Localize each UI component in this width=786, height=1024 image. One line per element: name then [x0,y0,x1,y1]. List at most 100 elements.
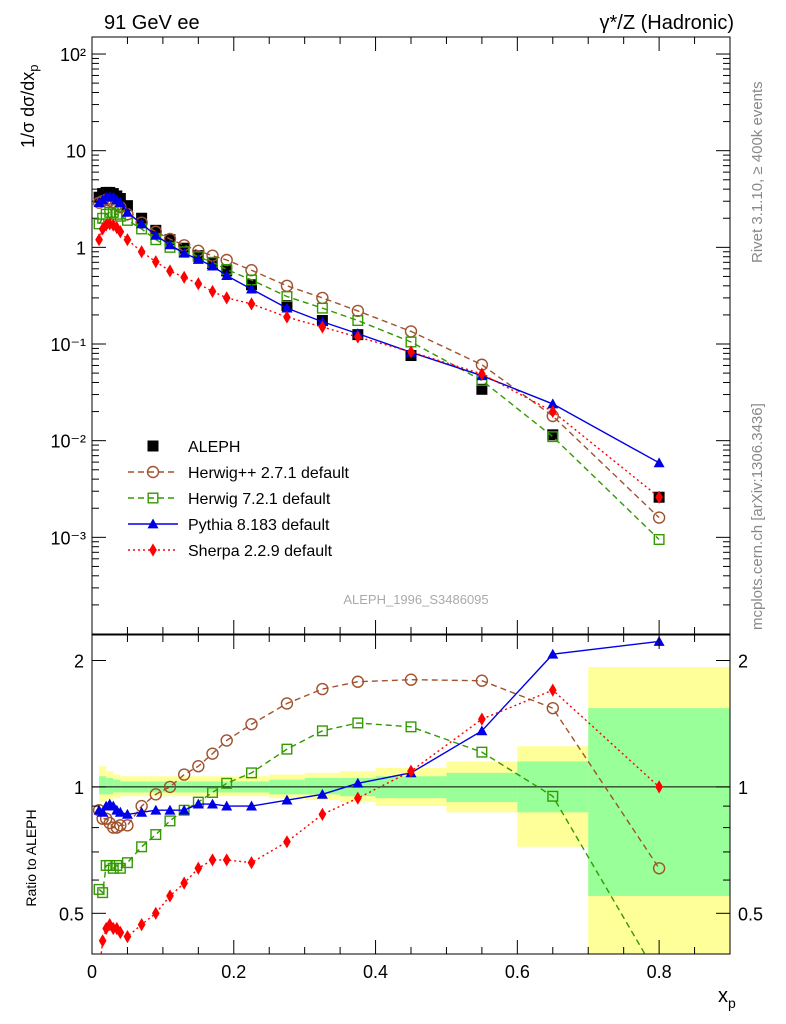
ratio-point-herwig-2-7-1-default [177,768,191,781]
main-line-sherpa-2-2-9-default [98,223,660,498]
ratio-point-pythia-8-183-default [221,800,233,811]
main-point-aleph [547,429,559,441]
ratio-point-sherpa-2-2-9-default [166,889,174,903]
header-right: γ*/Z (Hadronic) [600,12,734,34]
main-point-sherpa-2-2-9-default [655,490,663,504]
main-point-pythia-8-183-default [114,197,126,208]
main-point-herwig-7-2-1-default [352,315,364,327]
ratio-point-herwig-2-7-1-default [404,673,418,686]
ratio-point-sherpa-2-2-9-default [548,683,557,697]
ratio-point-pythia-8-183-default [136,806,148,817]
ratio-uncertainty-bands [99,666,730,954]
ratio-point-pythia-8-183-default [547,648,559,659]
legend-label-sherpa-2-2-9-default: Sherpa 2.2.9 default [188,543,333,560]
main-point-pythia-8-183-default [121,206,133,217]
ratio-point-sherpa-2-2-9-default [123,930,132,944]
ratio-point-herwig-7-2-1-default [352,717,364,729]
x-axis-title: xp [718,985,736,1011]
ratio-point-herwig-7-2-1-default [164,815,176,827]
main-point-pythia-8-183-default [136,218,148,229]
ratio-point-herwig-2-7-1-default [652,862,666,875]
ratio-point-pythia-8-183-default [192,798,204,809]
ratio-point-pythia-8-183-default [207,798,219,809]
ratio-point-sherpa-2-2-9-default [180,876,189,890]
ratio-y-tick-label: 0.5 [59,904,84,924]
main-point-pythia-8-183-default [164,239,176,250]
ratio-point-sherpa-2-2-9-default [112,921,121,936]
main-point-sherpa-2-2-9-default [180,270,189,284]
ratio-point-herwig-7-2-1-default [121,857,133,869]
ratio-point-herwig-2-7-1-default [192,760,205,773]
main-point-herwig-7-2-1-default [316,302,328,314]
main-point-herwig-2-7-1-default [220,253,233,267]
ratio-point-sherpa-2-2-9-default [247,856,256,870]
ratio-point-herwig-2-7-1-default [206,747,219,760]
ratio-point-sherpa-2-2-9-default [655,780,663,794]
main-point-herwig-2-7-1-default [316,291,329,305]
main-point-sherpa-2-2-9-default [222,291,231,305]
ratio-point-herwig-2-7-1-default [121,819,134,832]
legend-label-herwig-7-2-1-default: Herwig 7.2.1 default [188,491,331,508]
legend-marker-pythia-8-183-default [147,518,159,529]
main-point-pythia-8-183-default [653,457,665,468]
ratio-point-herwig-2-7-1-default [220,734,233,747]
ratio-point-herwig-2-7-1-default [316,682,329,696]
ratio-point-herwig-2-7-1-default [351,675,365,688]
ratio-point-sherpa-2-2-9-default [116,925,125,940]
ratio-point-herwig-7-2-1-default [316,725,328,737]
ratio-point-herwig-7-2-1-default [405,721,417,733]
ratio-point-herwig-7-2-1-default [547,790,559,802]
x-tick-label: 0.8 [647,962,672,982]
ratio-panel-data [92,635,666,954]
main-y-tick-label: 10⁻¹ [50,335,86,355]
legend: ALEPH Herwig++ 2.7.1 default Herwig 7.2.1 … [128,439,350,560]
main-point-sherpa-2-2-9-default [151,255,160,269]
ratio-panel-frame [91,634,731,955]
main-panel-frame [91,36,731,635]
rivet-label: Rivet 3.1.10, ≥ 400k events [749,81,766,263]
ratio-point-pythia-8-183-default [316,788,328,799]
x-tick-label: 0.2 [221,962,246,982]
ratio-band-green [588,708,730,896]
x-tick-label: 0 [87,962,97,982]
main-y-tick-label: 10⁻³ [50,528,86,548]
ratio-point-sherpa-2-2-9-default [105,917,114,932]
x-tick-label: 0.6 [505,962,530,982]
ratio-point-herwig-2-7-1-default [475,674,489,687]
main-point-aleph [121,200,133,212]
ratio-point-sherpa-2-2-9-default [318,807,327,822]
ratio-band-green [106,777,114,795]
ratio-point-herwig-2-7-1-default [245,718,258,731]
main-point-sherpa-2-2-9-default [166,264,174,278]
main-point-pythia-8-183-default [246,283,257,294]
main-point-sherpa-2-2-9-default [283,310,291,324]
ratio-y-axis-title: Ratio to ALEPH [23,809,39,906]
analysis-watermark: ALEPH_1996_S3486095 [343,592,488,607]
ratio-point-herwig-7-2-1-default [245,767,257,779]
ratio-point-herwig-7-2-1-default [107,862,119,874]
ratio-point-herwig-7-2-1-default [136,841,148,853]
main-point-herwig-7-2-1-default [653,533,665,545]
ratio-point-herwig-7-2-1-default [221,777,233,789]
main-point-aleph [476,383,488,395]
ratio-point-sherpa-2-2-9-default [407,764,415,778]
main-point-herwig-7-2-1-default [111,208,123,220]
source-label: mcplots.cern.ch [arXiv:1306.3436] [749,403,766,630]
main-point-sherpa-2-2-9-default [478,367,486,381]
main-point-pythia-8-183-default [178,247,190,258]
main-point-herwig-7-2-1-default [547,431,559,443]
ratio-y-tick-label: 2 [74,651,84,671]
main-point-sherpa-2-2-9-default [353,330,362,344]
main-point-sherpa-2-2-9-default [247,297,256,311]
ratio-point-pythia-8-183-default [114,806,126,817]
main-point-sherpa-2-2-9-default [407,345,415,359]
main-y-tick-label: 10² [60,45,86,65]
legend-marker-herwig-2-7-1-default [146,465,160,479]
ratio-point-herwig-2-7-1-default [149,788,163,801]
ratio-point-herwig-7-2-1-default [150,829,162,841]
ratio-point-pythia-8-183-default [476,725,488,736]
ratio-point-pythia-8-183-default [178,804,190,815]
ratio-point-sherpa-2-2-9-default [222,853,231,867]
legend-marker-sherpa-2-2-9-default [149,543,157,557]
